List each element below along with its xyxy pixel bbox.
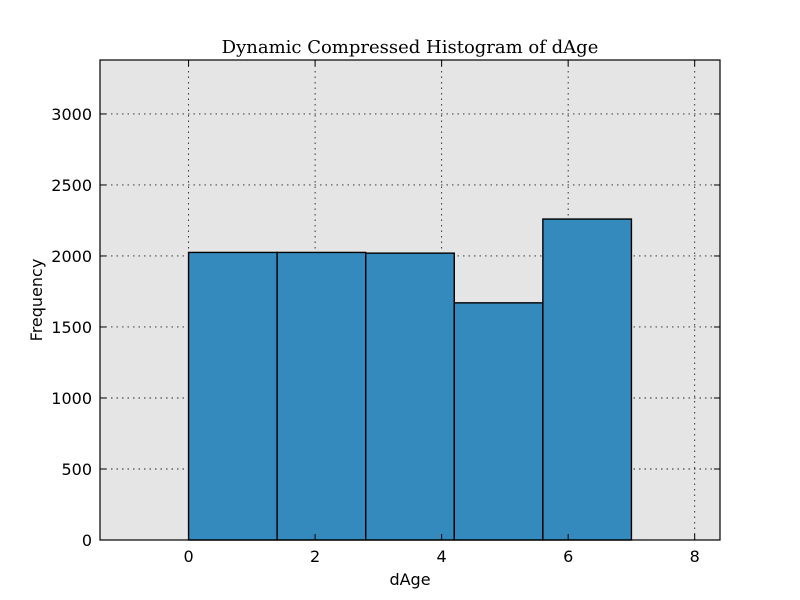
y-tick-label: 500 [61, 460, 92, 479]
x-tick-label: 2 [310, 547, 320, 566]
histogram-bar [365, 252, 455, 541]
x-tick-label: 8 [690, 547, 700, 566]
y-tick-label: 2000 [51, 247, 92, 266]
x-tick-label: 0 [183, 547, 193, 566]
bars [187, 218, 633, 541]
x-tick-label: 4 [437, 547, 447, 566]
y-tick-label: 2500 [51, 176, 92, 195]
chart-title: Dynamic Compressed Histogram of dAge [222, 37, 599, 58]
histogram-bar [276, 251, 367, 541]
y-tick-label: 0 [82, 531, 92, 550]
plot-frame [99, 59, 721, 541]
x-axis-title: dAge [389, 570, 430, 589]
x-tick-label: 6 [563, 547, 573, 566]
histogram-bar [187, 251, 278, 541]
y-tick-label: 1500 [51, 318, 92, 337]
histogram-bar [453, 302, 544, 541]
y-tick-label: 3000 [51, 105, 92, 124]
histogram-bar [542, 218, 633, 541]
y-axis-title: Frequency [27, 259, 46, 342]
x-tick-labels: 0 2 4 6 8 [183, 547, 699, 566]
tick-marks [100, 60, 720, 541]
y-tick-labels: 0 500 1000 1500 2000 2500 3000 [51, 105, 92, 550]
y-tick-label: 1000 [51, 389, 92, 408]
